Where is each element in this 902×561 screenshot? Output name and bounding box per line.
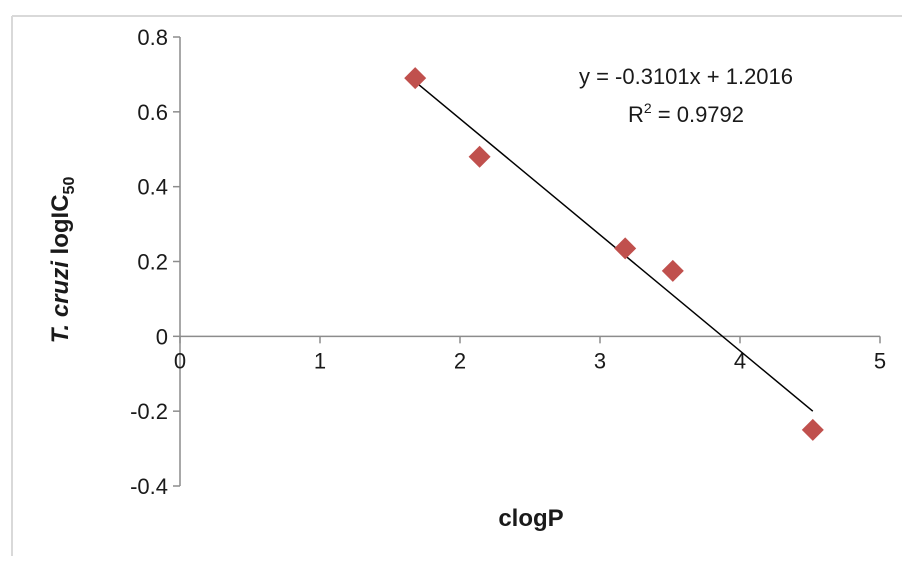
r-squared-r: R — [628, 102, 644, 127]
y-axis-title-italic: T. cruzi — [47, 260, 74, 344]
x-tick-label: 3 — [594, 348, 606, 373]
data-points — [404, 67, 824, 441]
y-tick-label: 0.2 — [137, 250, 168, 275]
x-tick-label: 5 — [874, 348, 886, 373]
y-tick-label: 0 — [156, 324, 168, 349]
data-point — [404, 67, 427, 90]
y-tick-label: 0.6 — [137, 100, 168, 125]
y-axis-title-subscript: 50 — [61, 177, 78, 195]
y-axis: -0.4 -0.2 0 0.2 0.4 0.6 0.8 — [130, 25, 181, 499]
y-tick-label: -0.4 — [130, 474, 168, 499]
y-axis-title-main: logIC — [47, 194, 74, 254]
y-axis-title: T. cruzi logIC50 — [47, 177, 78, 344]
y-tick-label: -0.2 — [130, 399, 168, 424]
x-axis-title: clogP — [498, 505, 563, 532]
x-tick-label: 0 — [174, 348, 186, 373]
r-squared-value: = 0.9792 — [652, 102, 744, 127]
x-tick-label: 1 — [314, 348, 326, 373]
r-squared-sup: 2 — [644, 100, 652, 116]
y-tick-label: 0.8 — [137, 25, 168, 50]
x-axis: 0 1 2 3 4 5 — [174, 335, 886, 373]
data-point — [614, 237, 637, 260]
r-squared-label: R2 = 0.9792 — [628, 100, 744, 127]
x-tick-label: 2 — [454, 348, 466, 373]
trendline-equation: y = -0.3101x + 1.2016 — [579, 64, 793, 89]
y-tick-label: 0.4 — [137, 175, 168, 200]
data-point — [801, 418, 824, 441]
x-tick-label: 4 — [734, 348, 746, 373]
trendline-group — [414, 81, 814, 412]
data-point — [661, 259, 684, 282]
trendline — [414, 81, 814, 412]
data-point — [468, 145, 491, 168]
